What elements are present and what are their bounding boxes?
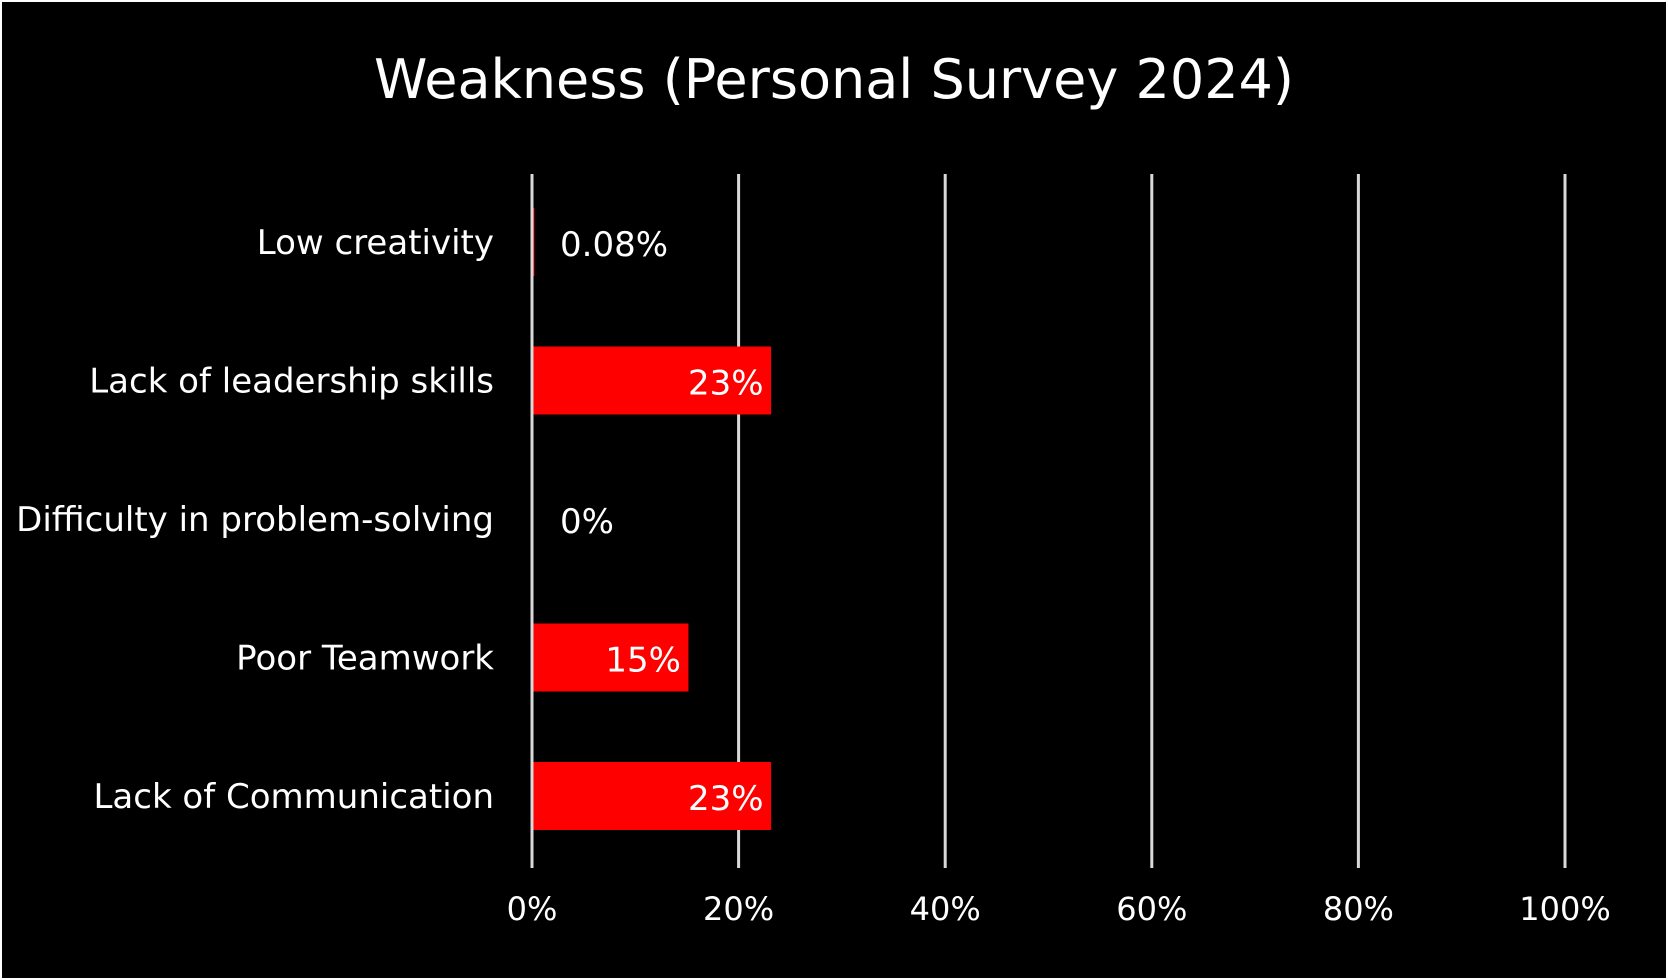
category-label-0: Low creativity — [257, 223, 494, 263]
x-tick-label-80: 80% — [1323, 890, 1394, 928]
x-tick-label-40: 40% — [910, 890, 981, 928]
bar-4 — [533, 762, 772, 830]
category-label-1: Lack of leadership skills — [89, 362, 494, 402]
x-tick-label-100: 100% — [1519, 890, 1610, 928]
data-labels: 0.08% 23% 0% 15% 23% — [560, 225, 764, 819]
category-label-3: Poor Teamwork — [236, 639, 494, 679]
category-label-2: Difficulty in problem-solving — [16, 500, 494, 540]
category-labels: Low creativity Lack of leadership skills D… — [16, 223, 494, 817]
data-label-3: 15% — [605, 641, 681, 681]
category-label-4: Lack of Communication — [93, 777, 494, 817]
bar-1 — [533, 346, 772, 415]
bars — [533, 208, 772, 830]
x-tick-label-0: 0% — [507, 890, 558, 928]
x-tick-label-60: 60% — [1116, 890, 1187, 928]
x-tick-labels: 0% 20% 40% 60% 80% 100% — [507, 890, 1611, 928]
bar-0 — [533, 208, 535, 276]
gridlines — [530, 174, 1567, 868]
data-label-0: 0.08% — [560, 225, 668, 265]
bar-3 — [533, 623, 689, 692]
x-tick-label-20: 20% — [703, 890, 774, 928]
chart-title: Weakness (Personal Survey 2024) — [374, 48, 1294, 111]
data-label-2: 0% — [560, 502, 614, 542]
data-label-1: 23% — [688, 364, 764, 404]
data-label-4: 23% — [688, 779, 764, 819]
